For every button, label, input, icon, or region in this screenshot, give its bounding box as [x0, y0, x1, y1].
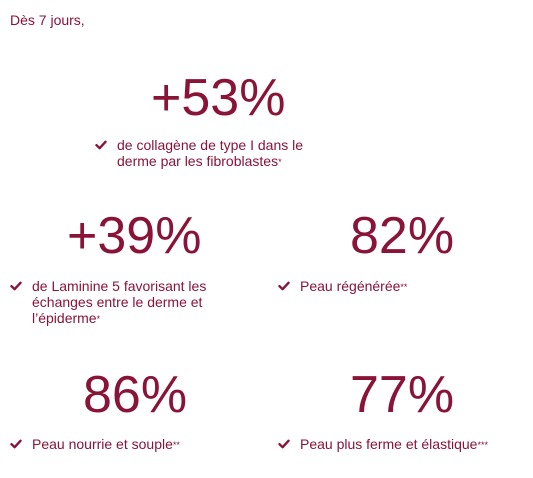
intro-text: Dès 7 jours,: [10, 12, 85, 28]
stat-text-nourrie: Peau nourrie et souple**: [32, 436, 180, 452]
stat-text-laminine: de Laminine 5 favorisant les échanges en…: [32, 278, 207, 326]
stat-number-nourrie: 86%: [83, 366, 188, 424]
stat-number-collagen: +53%: [151, 69, 286, 127]
stat-line-nourrie: Peau nourrie et souple**: [10, 436, 250, 454]
stat-number-regeneree: 82%: [350, 207, 455, 265]
stat-number-laminine: +39%: [67, 207, 202, 265]
stat-line-laminine: de Laminine 5 favorisant les échanges en…: [10, 278, 250, 328]
stat-line-collagen: de collagène de type I dans le derme par…: [95, 137, 340, 171]
check-icon: [10, 439, 22, 449]
check-icon: [95, 140, 107, 150]
stat-number-ferme: 77%: [350, 366, 455, 424]
check-icon: [10, 281, 22, 291]
stat-text-collagen: de collagène de type I dans le derme par…: [117, 137, 304, 169]
check-icon: [278, 281, 290, 291]
stat-text-ferme: Peau plus ferme et élastique***: [300, 436, 488, 452]
stat-line-regeneree: Peau régénérée**: [278, 278, 518, 296]
stat-line-ferme: Peau plus ferme et élastique***: [278, 436, 528, 454]
stat-text-regeneree: Peau régénérée**: [300, 278, 408, 294]
check-icon: [278, 439, 290, 449]
